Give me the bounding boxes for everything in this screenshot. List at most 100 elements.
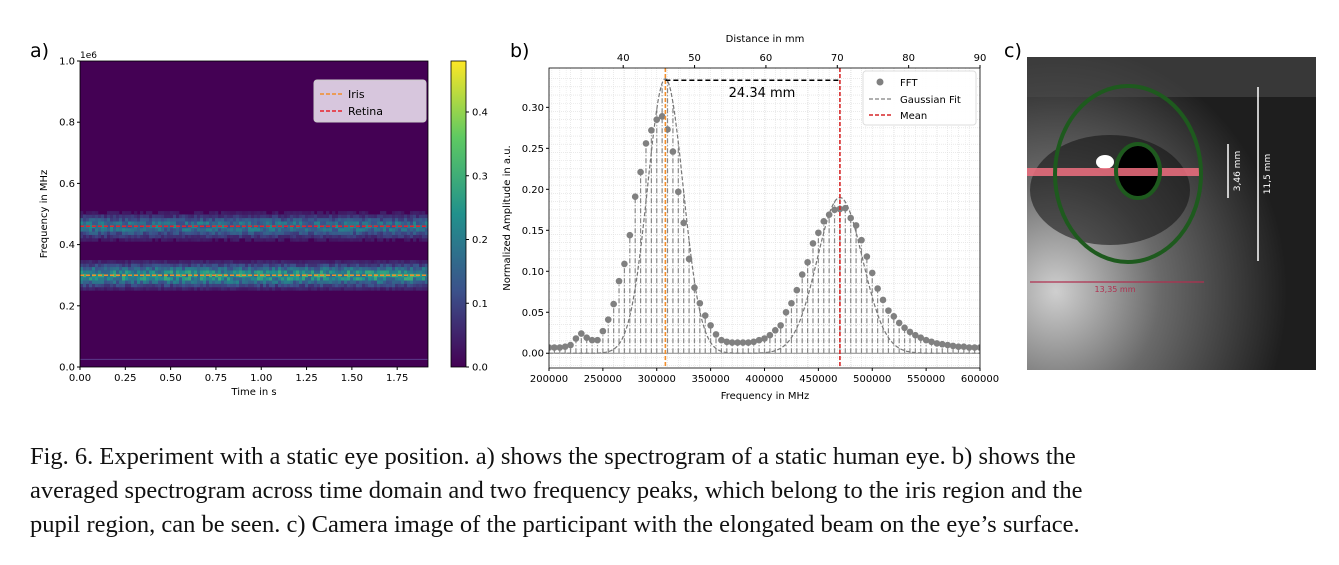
spectrogram-cell — [209, 238, 213, 242]
spectrogram-cell — [176, 231, 180, 235]
spectrogram-cell — [185, 263, 189, 268]
spectrogram-cell — [281, 227, 285, 232]
spectrogram-cell — [362, 217, 366, 222]
spectrogram-cell — [203, 263, 207, 268]
spectrogram-cell — [140, 283, 144, 288]
top-x-tick-label: 50 — [688, 53, 701, 64]
spectrogram-cell — [398, 231, 402, 235]
spectrogram-cell — [200, 231, 204, 235]
spectrogram-cell — [362, 266, 366, 271]
spectrogram-cell — [314, 286, 318, 291]
spectrogram-cell — [170, 286, 174, 291]
spectrogram-cell — [272, 217, 276, 222]
spectrogram-cell — [359, 227, 363, 232]
spectrogram-cell — [275, 224, 279, 229]
spectrogram-cell — [257, 214, 261, 219]
spectrogram-cell — [218, 270, 222, 274]
spectrogram-cell — [266, 263, 270, 268]
spectrogram-cell — [395, 234, 399, 239]
spectrogram-cell — [197, 283, 201, 288]
spectrogram-cell — [206, 217, 210, 222]
spectrogram-cell — [218, 231, 222, 235]
spectrogram-cell — [140, 234, 144, 239]
spectrogram-cell — [383, 227, 387, 232]
spectrogram-cell — [233, 234, 237, 239]
spectrogram-cell — [302, 238, 306, 242]
spectrogram-cell — [350, 263, 354, 268]
spectrogram-cell — [395, 273, 399, 278]
spectrogram-cell — [158, 234, 162, 239]
spectrogram-cell — [344, 238, 348, 242]
spectrogram-cell — [320, 214, 324, 219]
spectrogram-cell — [293, 280, 297, 284]
spectrogram-cell — [221, 283, 225, 288]
spectrogram-cell — [110, 231, 114, 235]
spectrogram-cell — [83, 266, 87, 271]
spectrogram-cell — [188, 270, 192, 274]
spectrogram-cell — [341, 211, 345, 215]
spectrogram-cell — [161, 273, 165, 278]
spectrogram-cell — [245, 283, 249, 288]
spectrogram-cell — [239, 227, 243, 232]
spectrogram-cell — [302, 214, 306, 219]
spectrogram-cell — [143, 286, 147, 291]
spectrogram-cell — [257, 286, 261, 291]
spectrogram-cell — [407, 270, 411, 274]
spectrogram-cell — [221, 286, 225, 291]
spectrogram-cell — [392, 214, 396, 219]
spectrogram-cell — [299, 273, 303, 278]
spectrogram-cell — [338, 227, 342, 232]
spectrogram-cell — [128, 221, 132, 225]
spectrogram-cell — [128, 276, 132, 281]
top-x-tick-label: 60 — [760, 53, 773, 64]
spectrogram-cell — [260, 238, 264, 242]
spectrogram-cell — [92, 238, 96, 242]
spectrogram-cell — [164, 280, 168, 284]
spectrogram-cell — [248, 234, 252, 239]
spectrogram-cell — [131, 224, 135, 229]
spectrogram-cell — [275, 221, 279, 225]
spectrogram-cell — [269, 266, 273, 271]
spectrogram-cell — [404, 286, 408, 291]
spectrogram-cell — [347, 214, 351, 219]
spectrogram-cell — [224, 283, 228, 288]
spectrogram-cell — [191, 221, 195, 225]
fft-point — [782, 308, 790, 316]
legend-a: Iris Retina — [313, 79, 427, 123]
spectrogram-cell — [179, 266, 183, 271]
spectrogram-cell — [371, 273, 375, 278]
y-tick-label: 0.00 — [522, 349, 544, 360]
spectrogram-cell — [233, 276, 237, 281]
spectrogram-cell — [380, 234, 384, 239]
spectrogram-cell — [419, 283, 423, 288]
spectrogram-cell — [398, 263, 402, 268]
spectrogram-cell — [197, 280, 201, 284]
spectrogram-cell — [122, 221, 126, 225]
spectrogram-cell — [314, 270, 318, 274]
spectrogram-cell — [341, 227, 345, 232]
spectrogram-cell — [242, 286, 246, 291]
spectrogram-cell — [182, 260, 186, 264]
spectrogram-cell — [350, 260, 354, 264]
spectrogram-cell — [191, 286, 195, 291]
spectrogram-cell — [281, 270, 285, 274]
spectrogram-cell — [215, 273, 219, 278]
spectrogram-cell — [314, 221, 318, 225]
spectrogram-cell — [359, 214, 363, 219]
spectrogram-cell — [362, 260, 366, 264]
spectrogram-cell — [107, 260, 111, 264]
spectrogram-cell — [407, 224, 411, 229]
spectrogram-cell — [194, 260, 198, 264]
spectrogram-cell — [89, 270, 93, 274]
spectrogram-cell — [425, 266, 428, 271]
spectrogram-cell — [350, 211, 354, 215]
spectrogram-cell — [371, 214, 375, 219]
spectrogram-cell — [329, 238, 333, 242]
spectrogram-cell — [182, 280, 186, 284]
spectrogram-cell — [152, 280, 156, 284]
spectrogram-cell — [155, 231, 159, 235]
spectrogram-cell — [80, 217, 84, 222]
spectrogram-cell — [236, 231, 240, 235]
spectrogram-cell — [365, 283, 369, 288]
spectrogram-cell — [419, 217, 423, 222]
